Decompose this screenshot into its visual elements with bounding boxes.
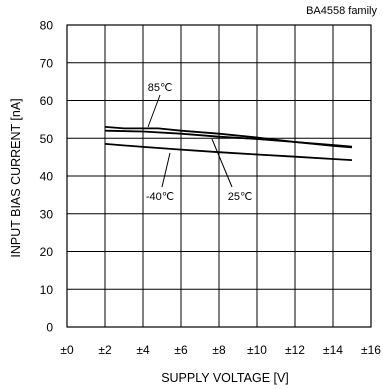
x-tick-label: ±10	[247, 343, 267, 357]
plot-frame	[66, 24, 372, 328]
x-tick-label: ±4	[136, 343, 150, 357]
series-label-leader	[147, 94, 161, 128]
series-label: 25℃	[228, 191, 253, 203]
grid-layer	[67, 25, 371, 327]
y-tick-labels: 0 10 20 30 40 50 60 70 80	[40, 19, 54, 335]
x-tick-labels: ±0 ±2 ±4 ±6 ±8 ±10 ±12 ±14 ±16	[60, 343, 381, 357]
y-tick-label: 40	[40, 170, 54, 184]
x-tick-label: ±16	[361, 343, 381, 357]
series-label: -40℃	[146, 191, 174, 203]
y-tick-label: 0	[46, 321, 53, 335]
x-tick-label: ±12	[285, 343, 305, 357]
x-tick-label: ±14	[323, 343, 343, 357]
series-line	[104, 129, 353, 149]
series-line	[104, 143, 353, 161]
y-tick-label: 20	[40, 245, 54, 259]
series-labels: 85℃ 25℃ -40℃	[146, 82, 252, 203]
y-tick-label: 30	[40, 207, 54, 221]
y-tick-label: 50	[40, 132, 54, 146]
x-tick-label: ±8	[212, 343, 226, 357]
y-tick-label: 10	[40, 283, 54, 297]
y-tick-label: 80	[40, 19, 54, 33]
series-label-leader	[211, 138, 233, 188]
x-tick-label: ±6	[174, 343, 188, 357]
x-tick-label: ±0	[60, 343, 74, 357]
series-layer	[104, 126, 353, 161]
series-label: 85℃	[148, 82, 173, 94]
family-label: BA4558 family	[306, 5, 377, 17]
x-tick-label: ±2	[98, 343, 112, 357]
y-tick-label: 60	[40, 94, 54, 108]
y-axis-title: INPUT BIAS CURRENT [nA]	[9, 98, 23, 257]
x-axis-title: SUPPLY VOLTAGE [V]	[161, 371, 289, 385]
y-tick-label: 70	[40, 56, 54, 70]
series-label-leader	[161, 152, 171, 188]
